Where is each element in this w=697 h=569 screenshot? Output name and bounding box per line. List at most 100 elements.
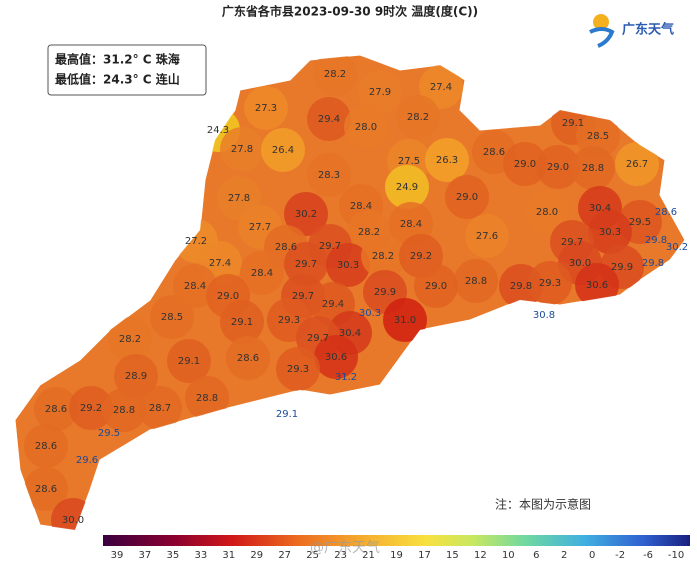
region-patch	[24, 467, 68, 511]
region-patch	[114, 354, 158, 398]
temperature-label: 30.0	[62, 515, 84, 526]
temperature-label: 29.8	[642, 258, 664, 269]
region-patch	[276, 347, 320, 391]
temperature-label: 29.0	[425, 281, 447, 292]
temperature-label: 30.2	[295, 209, 317, 220]
region-patch	[284, 192, 328, 236]
region-patch	[220, 127, 264, 171]
temperature-label: 28.6	[655, 207, 677, 218]
region-patch	[525, 190, 569, 234]
temperature-label: 28.6	[45, 404, 67, 415]
temperature-label: 27.8	[231, 144, 253, 155]
temperature-label: 29.3	[539, 278, 561, 289]
colorbar-label: 17	[418, 550, 431, 561]
value-labels: 28.2 27.4 27.9 27.3 29.4 28.0 28.2 29.1 24.3 28.5…	[35, 69, 688, 526]
temperature-label: 29.2	[80, 403, 102, 414]
region-patch	[454, 259, 498, 303]
temperature-label: 28.4	[251, 268, 273, 279]
temperature-label: 28.2	[407, 112, 429, 123]
colorbar-label: 21	[362, 550, 375, 561]
temperature-label: 28.4	[400, 219, 422, 230]
temperature-label: 28.7	[149, 403, 171, 414]
temperature-label: 24.9	[396, 182, 418, 193]
region-patch	[528, 261, 572, 305]
colorbar-label: 39	[111, 550, 124, 561]
temperature-label: 30.4	[339, 328, 361, 339]
temperature-label: 29.1	[231, 317, 253, 328]
region-patch	[588, 210, 632, 254]
temperature-label: 29.2	[410, 251, 432, 262]
temperature-label: 30.3	[337, 260, 359, 271]
temperature-label: 27.7	[249, 222, 271, 233]
temperature-label: 29.1	[562, 118, 584, 129]
temperature-label: 29.1	[276, 409, 298, 420]
colorbar-label: 35	[167, 550, 180, 561]
temperature-label: 26.3	[436, 155, 458, 166]
temperature-label: 28.6	[35, 441, 57, 452]
temperature-label: 29.0	[547, 162, 569, 173]
temperature-label: 28.4	[184, 281, 206, 292]
region-patch	[575, 263, 619, 307]
region-patch	[536, 145, 580, 189]
temperature-label: 29.5	[98, 428, 120, 439]
temperature-label: 29.8	[510, 281, 532, 292]
min-value: 最低值：24.3° C 连山	[55, 72, 180, 87]
temperature-label: 28.3	[318, 170, 340, 181]
temperature-label: 26.7	[626, 159, 648, 170]
temperature-label: 29.9	[611, 262, 633, 273]
temperature-label: 26.4	[272, 145, 294, 156]
temperature-label: 28.6	[35, 484, 57, 495]
note: 注：本图为示意图	[495, 497, 591, 512]
region-patch	[69, 386, 113, 430]
colorbar	[103, 535, 690, 546]
temperature-label: 28.0	[536, 207, 558, 218]
region-patch	[383, 298, 427, 342]
temperature-label: 29.7	[319, 241, 341, 252]
region-patch	[385, 165, 429, 209]
temperature-label: 29.6	[76, 455, 98, 466]
temperature-label: 28.6	[275, 242, 297, 253]
region-patch	[414, 264, 458, 308]
colorbar-label: -10	[668, 550, 684, 561]
colorbar-label: 2	[561, 550, 567, 561]
region-patch	[307, 97, 351, 141]
heat-patches	[24, 55, 662, 530]
region-patch	[358, 70, 402, 114]
region-patch	[34, 387, 78, 431]
temperature-label: 31.0	[394, 315, 416, 326]
region-patch	[167, 339, 211, 383]
temperature-label: 30.0	[569, 258, 591, 269]
temperature-label: 30.4	[589, 203, 611, 214]
colorbar-label: 19	[390, 550, 403, 561]
title: 广东省各市县2023-09-30 9时次 温度(度(C))	[222, 4, 478, 19]
region-patch	[465, 214, 509, 258]
colorbar-label: 0	[589, 550, 595, 561]
temperature-label: 29.8	[645, 235, 667, 246]
temperature-label: 27.6	[476, 231, 498, 242]
region-patch	[396, 95, 440, 139]
region-patch	[261, 128, 305, 172]
temperature-label: 28.2	[358, 227, 380, 238]
region-patch	[361, 234, 405, 278]
temperature-label: 28.5	[587, 131, 609, 142]
temperature-label: 30.3	[359, 308, 381, 319]
colorbar-labels: 39 37 35 33 31 29 27 25 23 21 19 17 15 12 10 6 2 0 -2 -6 -10	[111, 550, 685, 561]
temperature-label: 31.2	[335, 372, 357, 383]
temperature-label: 28.9	[125, 371, 147, 382]
temperature-label: 24.3	[207, 125, 229, 136]
colorbar-label: -6	[643, 550, 653, 561]
temperature-label: 28.2	[372, 251, 394, 262]
region-patch	[425, 138, 469, 182]
temperature-label: 28.0	[355, 122, 377, 133]
temperature-label: 29.0	[217, 291, 239, 302]
colorbar-label: 27	[278, 550, 291, 561]
temperature-label: 29.3	[278, 315, 300, 326]
colorbar-label: 29	[250, 550, 263, 561]
temperature-label: 28.8	[196, 393, 218, 404]
temperature-label: 27.8	[228, 193, 250, 204]
colorbar-label: 37	[139, 550, 152, 561]
temperature-label: 29.0	[456, 192, 478, 203]
logo-mark	[589, 27, 615, 48]
temperature-label: 28.6	[483, 147, 505, 158]
